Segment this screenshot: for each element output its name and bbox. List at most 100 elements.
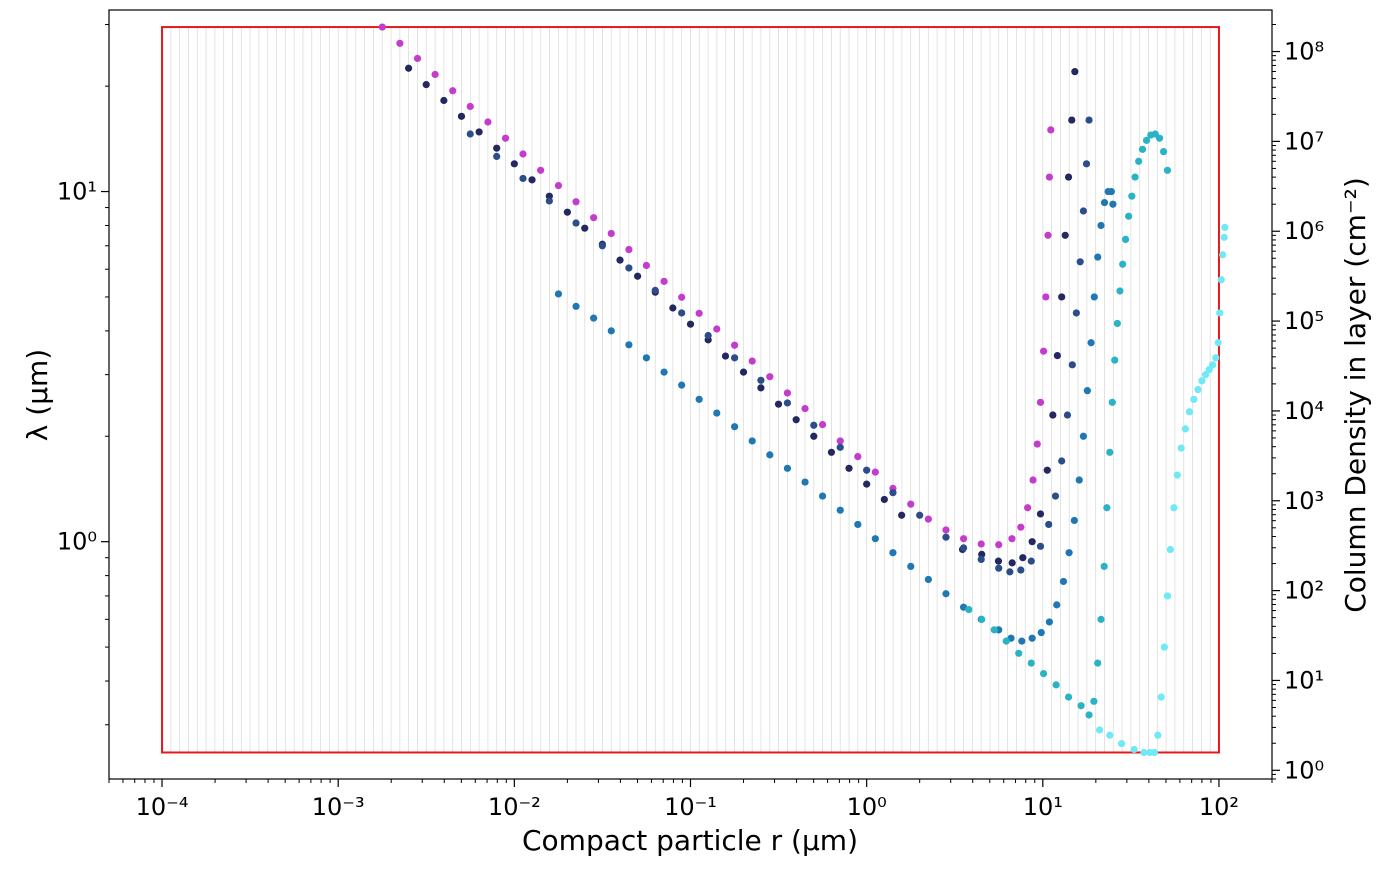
data-point-series-5 xyxy=(1128,192,1136,200)
data-point-series-1 xyxy=(431,70,439,79)
data-point-series-3 xyxy=(678,309,686,317)
data-point-series-3 xyxy=(863,466,871,474)
data-point-series-6 xyxy=(1140,748,1148,757)
data-point-series-3 xyxy=(810,421,818,429)
data-point-series-2 xyxy=(1071,68,1079,76)
data-point-series-5 xyxy=(1106,448,1114,456)
data-point-series-2 xyxy=(1049,411,1057,419)
data-point-series-1 xyxy=(1017,523,1025,531)
data-point-series-2 xyxy=(686,320,695,328)
x-minor-grid xyxy=(170,27,1211,753)
data-point-series-3 xyxy=(1006,568,1014,576)
data-point-series-6 xyxy=(1130,745,1138,754)
data-point-series-4 xyxy=(907,562,915,570)
data-point-series-4 xyxy=(1109,200,1117,208)
data-point-series-2 xyxy=(440,96,448,105)
data-point-series-6 xyxy=(1202,371,1210,379)
data-point-series-1 xyxy=(801,404,809,413)
data-point-series-6 xyxy=(1185,408,1194,416)
data-point-series-5 xyxy=(1027,659,1035,667)
data-point-series-5 xyxy=(1108,398,1116,406)
data-point-series-5 xyxy=(1097,615,1105,623)
data-point-series-1 xyxy=(1036,398,1045,406)
data-point-series-3 xyxy=(598,242,606,250)
y-left-tick-label: 10⁰ xyxy=(57,528,97,556)
data-point-series-5 xyxy=(1163,166,1172,174)
data-point-series-4 xyxy=(678,381,686,389)
data-point-series-2 xyxy=(1043,466,1051,474)
data-point-series-1 xyxy=(818,420,827,429)
y-right-tick-label: 10¹ xyxy=(1284,666,1324,694)
y-axis-label-left: λ (μm) xyxy=(21,349,54,441)
data-point-series-4 xyxy=(748,437,756,445)
x-tick-label: 10⁻⁴ xyxy=(136,793,189,821)
data-point-series-2 xyxy=(1061,231,1069,239)
data-point-series-1 xyxy=(519,150,527,158)
data-point-series-2 xyxy=(898,511,906,519)
data-point-series-3 xyxy=(1036,542,1045,550)
data-point-series-2 xyxy=(563,208,571,216)
data-point-series-5 xyxy=(1015,649,1023,657)
data-point-series-3 xyxy=(1045,520,1053,529)
data-point-series-2 xyxy=(863,480,871,488)
data-point-series-3 xyxy=(1027,557,1035,565)
data-point-series-3 xyxy=(916,511,924,519)
data-point-series-3 xyxy=(1076,258,1084,266)
data-point-series-1 xyxy=(695,309,703,317)
data-point-series-5 xyxy=(1142,136,1151,144)
data-point-series-1 xyxy=(537,166,545,174)
data-point-series-2 xyxy=(1068,116,1076,124)
axis-ticks: 10⁻⁴ 10⁻³ 10⁻² 10⁻¹ 10⁰ 10¹ 10² 10⁰ 10¹ 10⁰ 10¹ 10²… xyxy=(57,23,1324,821)
data-point-series-5 xyxy=(1100,562,1108,570)
data-point-series-1 xyxy=(449,87,457,95)
data-point-series-1 xyxy=(907,500,915,508)
data-point-series-2 xyxy=(422,81,430,89)
data-point-series-1 xyxy=(484,118,492,126)
data-point-series-4 xyxy=(554,290,563,298)
data-point-series-4 xyxy=(854,520,862,529)
data-point-series-5 xyxy=(1138,145,1147,153)
data-point-series-3 xyxy=(1082,160,1091,168)
data-point-series-6 xyxy=(1117,740,1126,748)
data-point-series-6 xyxy=(1106,731,1114,739)
data-point-series-4 xyxy=(695,395,703,403)
data-point-series-5 xyxy=(1077,702,1085,710)
data-point-series-2 xyxy=(475,128,483,136)
data-point-series-6 xyxy=(1208,361,1217,369)
data-point-series-2 xyxy=(1036,510,1045,518)
data-point-series-5 xyxy=(1121,235,1130,244)
data-point-series-5 xyxy=(1116,287,1124,295)
data-point-series-6 xyxy=(1170,504,1178,512)
data-point-series-3 xyxy=(757,376,765,384)
data-point-series-5 xyxy=(1135,157,1143,165)
data-point-series-6 xyxy=(1095,726,1104,734)
x-tick-label: 10⁻² xyxy=(488,793,541,821)
data-point-series-5 xyxy=(1131,173,1139,181)
data-point-series-4 xyxy=(1018,637,1026,645)
data-point-series-1 xyxy=(413,54,422,63)
x-tick-label: 10² xyxy=(1199,793,1239,821)
data-point-series-3 xyxy=(783,399,792,407)
data-point-series-4 xyxy=(731,423,739,431)
data-point-series-6 xyxy=(1173,471,1181,479)
data-point-series-2 xyxy=(792,416,800,424)
data-point-series-6 xyxy=(1212,354,1220,362)
data-point-series-4 xyxy=(1045,618,1054,626)
y-right-tick-label: 10⁶ xyxy=(1284,217,1324,245)
x-axis-label: Compact particle r (μm) xyxy=(522,824,858,857)
x-tick-label: 10⁰ xyxy=(847,793,887,821)
data-point-series-4 xyxy=(1028,634,1036,642)
data-point-series-6 xyxy=(1219,251,1227,259)
data-point-series-4 xyxy=(1090,293,1098,301)
data-point-series-2 xyxy=(1028,538,1036,546)
data-point-series-4 xyxy=(1107,187,1115,196)
data-point-series-2 xyxy=(1008,559,1016,567)
data-point-series-3 xyxy=(572,219,580,227)
data-point-series-4 xyxy=(1075,476,1083,484)
data-point-series-5 xyxy=(1002,637,1010,645)
data-point-series-6 xyxy=(1166,545,1175,554)
data-point-series-2 xyxy=(634,272,642,280)
data-point-series-3 xyxy=(959,544,968,552)
data-point-series-1 xyxy=(625,245,633,254)
data-point-series-4 xyxy=(1059,577,1068,586)
